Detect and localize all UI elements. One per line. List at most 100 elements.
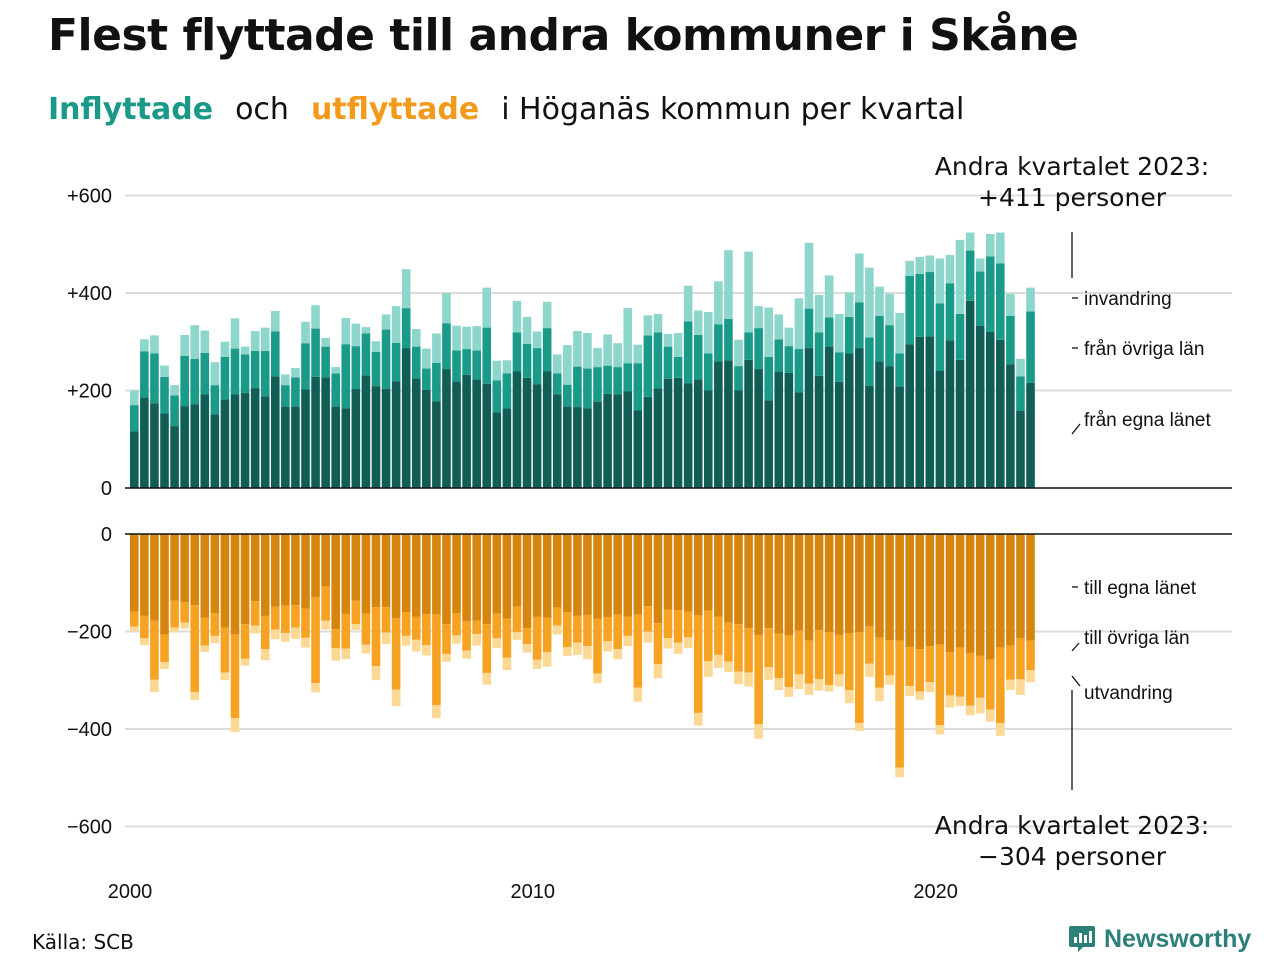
inflow-bar-immigration bbox=[935, 258, 945, 304]
outflow-bar-other-counties bbox=[945, 651, 955, 696]
outflow-bar-other-counties bbox=[170, 600, 179, 628]
inflow-bar-other-counties bbox=[693, 334, 703, 380]
outflow-bar-emigration bbox=[875, 687, 884, 702]
outflow-bar-own-county bbox=[462, 534, 471, 622]
outflow-bar-own-county bbox=[230, 534, 240, 635]
outflow-bar-other-counties bbox=[794, 630, 804, 675]
outflow-bar-other-counties bbox=[532, 616, 542, 660]
inflow-bar-immigration bbox=[683, 285, 693, 322]
inflow-bar-other-counties bbox=[180, 355, 189, 407]
outflow-bar-other-counties bbox=[865, 626, 874, 664]
x-tick-label: 2020 bbox=[913, 881, 958, 903]
inflow-bar-immigration bbox=[623, 308, 633, 364]
outflow-bar-other-counties bbox=[432, 614, 441, 706]
outflow-bar-other-counties bbox=[633, 614, 643, 688]
inflow-bar-other-counties bbox=[653, 332, 663, 389]
outflow-bar-other-counties bbox=[875, 637, 884, 688]
inflow-bar-own-county bbox=[683, 383, 693, 488]
inflow-bar-own-county bbox=[663, 378, 673, 488]
inflow-bars bbox=[130, 232, 1035, 488]
x-tick-label: 2000 bbox=[108, 881, 153, 903]
outflow-bar-emigration bbox=[865, 663, 874, 677]
outflow-bar-own-county bbox=[210, 534, 220, 613]
outflow-bar-emigration bbox=[623, 635, 633, 647]
inflow-bar-other-counties bbox=[724, 318, 733, 361]
inflow-bar-own-county bbox=[945, 340, 955, 488]
outflow-bar-emigration bbox=[1006, 679, 1015, 690]
outflow-bar-emigration bbox=[683, 637, 693, 649]
inflow-bar-immigration bbox=[301, 321, 310, 344]
inflow-bar-own-county bbox=[875, 361, 884, 488]
outflow-bar-emigration bbox=[613, 649, 622, 660]
inflow-bar-own-county bbox=[401, 348, 411, 488]
outflow-bar-own-county bbox=[693, 534, 703, 616]
inflow-bar-own-county bbox=[371, 386, 381, 488]
inflow-bar-other-counties bbox=[482, 327, 492, 384]
outflow-bar-own-county bbox=[522, 534, 532, 629]
inflow-bar-other-counties bbox=[915, 273, 925, 337]
inflow-bar-immigration bbox=[462, 326, 471, 350]
inflow-bar-other-counties bbox=[613, 367, 622, 395]
outflow-bar-emigration bbox=[744, 672, 753, 687]
chart-subtitle: Inflyttade och utflyttade i Höganäs kommun … bbox=[48, 92, 964, 127]
inflow-bar-immigration bbox=[552, 354, 562, 374]
outflow-bar-other-counties bbox=[643, 606, 653, 632]
inflow-bar-immigration bbox=[844, 292, 854, 317]
inflow-bar-own-county bbox=[703, 390, 713, 488]
outflow-bar-own-county bbox=[844, 534, 854, 633]
inflow-bar-own-county bbox=[764, 400, 774, 488]
outflow-bar-other-counties bbox=[190, 605, 200, 692]
inflow-bar-own-county bbox=[643, 396, 653, 488]
outflow-bar-other-counties bbox=[1016, 638, 1025, 680]
outflow-bar-other-counties bbox=[422, 613, 431, 646]
outflow-bar-own-county bbox=[643, 534, 653, 607]
inflow-bar-own-county bbox=[552, 394, 562, 488]
inflow-bar-other-counties bbox=[603, 365, 612, 394]
outflow-bar-other-counties bbox=[663, 609, 673, 639]
inflow-bar-other-counties bbox=[583, 368, 592, 409]
outflow-bar-other-counties bbox=[482, 624, 492, 673]
outflow-bar-own-county bbox=[1016, 534, 1025, 639]
outflow-bar-emigration bbox=[996, 723, 1005, 736]
inflow-bar-immigration bbox=[210, 362, 220, 386]
outflow-bar-emigration bbox=[583, 646, 592, 660]
inflow-bar-other-counties bbox=[703, 353, 713, 391]
outflow-bar-emigration bbox=[270, 629, 280, 640]
inflow-callout-line2: +411 personer bbox=[978, 183, 1167, 212]
inflow-bar-immigration bbox=[472, 326, 481, 351]
inflow-bar-immigration bbox=[985, 234, 995, 257]
inflow-bar-other-counties bbox=[714, 324, 723, 362]
inflow-bar-immigration bbox=[150, 335, 159, 354]
inflow-bar-own-county bbox=[865, 385, 874, 488]
outflow-bar-own-county bbox=[623, 534, 633, 617]
inflow-bar-other-counties bbox=[824, 317, 834, 347]
outflow-bar-other-counties bbox=[583, 614, 592, 647]
outflow-bar-own-county bbox=[482, 534, 492, 625]
outflow-bar-emigration bbox=[563, 647, 572, 656]
outflow-bar-own-county bbox=[321, 534, 330, 587]
outflow-bar-emigration bbox=[381, 632, 391, 645]
inflow-bar-own-county bbox=[170, 426, 179, 488]
outflow-bar-own-county bbox=[814, 534, 824, 631]
inflow-bar-other-counties bbox=[794, 349, 804, 393]
outflow-bar-emigration bbox=[673, 642, 683, 654]
outflow-bar-emigration bbox=[573, 642, 582, 655]
inflow-bar-immigration bbox=[865, 267, 874, 338]
inflow-bar-own-county bbox=[150, 403, 159, 488]
inflow-bar-own-county bbox=[834, 381, 844, 488]
outflow-bar-emigration bbox=[240, 658, 250, 666]
outflow-bar-emigration bbox=[542, 651, 552, 667]
outflow-bar-own-county bbox=[281, 534, 290, 606]
outflow-bar-emigration bbox=[814, 679, 824, 691]
inflow-bar-other-counties bbox=[230, 348, 240, 395]
inflow-bar-other-counties bbox=[875, 315, 884, 362]
inflow-bar-own-county bbox=[693, 379, 703, 488]
subtitle-rest: i Höganäs kommun per kvartal bbox=[501, 92, 965, 127]
inflow-bar-immigration bbox=[260, 327, 270, 352]
outflow-bar-emigration bbox=[150, 679, 159, 692]
inflow-bar-immigration bbox=[955, 239, 965, 314]
inflow-bar-own-county bbox=[583, 408, 592, 488]
outflow-bar-own-county bbox=[452, 534, 461, 613]
label-till-ovriga-lan: till övriga län bbox=[1084, 628, 1190, 649]
outflow-bar-other-counties bbox=[613, 614, 622, 650]
